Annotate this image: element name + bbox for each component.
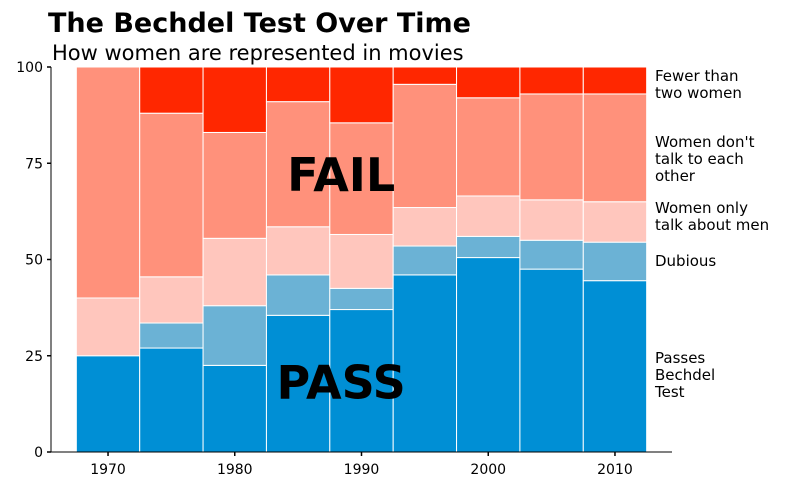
bar-segment-1985-s2 [265,226,331,276]
bar-segment-1975-s0 [139,347,204,453]
bar-segment-2005-s0 [519,268,584,453]
bar-segment-1980-s4 [202,66,267,133]
bar-segment-2000-s3 [456,97,521,197]
bar-segment-2005-s2 [519,199,584,241]
legend-label-3: Dubious [655,252,716,270]
annotations-group: FAIL PASS [277,148,406,410]
bar-segment-2000-s4 [456,66,521,99]
x-tick-label-1970: 1970 [90,462,126,478]
chart-subtitle: How women are represented in movies [52,41,464,65]
legend-label-2: Women only talk about men [655,199,769,234]
bar-segment-2010-s0 [582,280,648,453]
bar-segment-2010-s1 [582,241,648,282]
bar-stack-group [75,66,648,453]
bar-segment-2000-s0 [456,257,521,453]
bar-segment-1980-s2 [202,237,267,307]
annotation-fail: FAIL [287,148,395,202]
chart-title: The Bechdel Test Over Time [48,8,471,39]
bar-segment-1985-s4 [265,66,331,103]
legend-label-0: Fewer than two women [655,67,742,102]
bar-segment-1995-s4 [392,66,458,85]
bar-segment-2005-s1 [519,239,584,270]
x-tick-label-2000: 2000 [470,462,506,478]
axes-group: 0 25 50 75 100 1970 1980 1990 2000 2010 [16,60,672,478]
bar-segment-2010-s4 [582,66,648,95]
y-tick-label-100: 100 [16,60,43,76]
bar-segment-1985-s1 [265,274,331,316]
bar-segment-1975-s3 [139,112,204,278]
bar-segment-1995-s0 [392,274,458,453]
y-tick-label-25: 25 [25,349,43,365]
bar-segment-1990-s0 [329,309,394,453]
bar-segment-1985-s3 [265,101,331,228]
annotation-pass: PASS [277,356,406,410]
bar-segment-1990-s4 [329,66,394,124]
legend-label-1: Women don't talk to each other [655,133,755,185]
bar-segment-1980-s3 [202,131,267,239]
bar-segment-1975-s1 [139,322,204,349]
x-tick-label-2010: 2010 [597,462,633,478]
bar-segment-1995-s3 [392,83,458,209]
legend-group: Fewer than two women Women don't talk to ea… [654,67,769,401]
x-tick-label-1980: 1980 [217,462,253,478]
bar-segment-1975-s2 [139,276,204,324]
x-tick-label-1990: 1990 [344,462,380,478]
bar-segment-2010-s3 [582,93,648,203]
y-tick-label-75: 75 [25,156,43,172]
bar-segment-2005-s4 [519,66,584,95]
legend-label-4: Passes Bechdel Test [654,349,715,401]
bar-segment-1990-s2 [329,233,394,289]
bar-segment-1990-s1 [329,287,394,311]
bar-segment-1995-s1 [392,245,458,276]
bar-segment-1975-s4 [139,66,204,114]
y-tick-label-50: 50 [25,253,43,269]
bar-segment-2005-s3 [519,93,584,201]
bar-segment-1970-s2 [75,297,141,357]
bar-segment-1995-s2 [392,207,458,247]
bar-segment-1970-s3 [75,66,141,299]
bar-segment-2000-s2 [456,195,521,237]
bar-segment-2010-s2 [582,201,648,243]
bar-segment-1980-s0 [202,364,267,453]
bar-segment-1980-s1 [202,305,267,366]
bar-segment-1970-s0 [75,355,141,453]
bar-segment-2000-s1 [456,235,521,259]
y-tick-label-0: 0 [34,445,43,461]
